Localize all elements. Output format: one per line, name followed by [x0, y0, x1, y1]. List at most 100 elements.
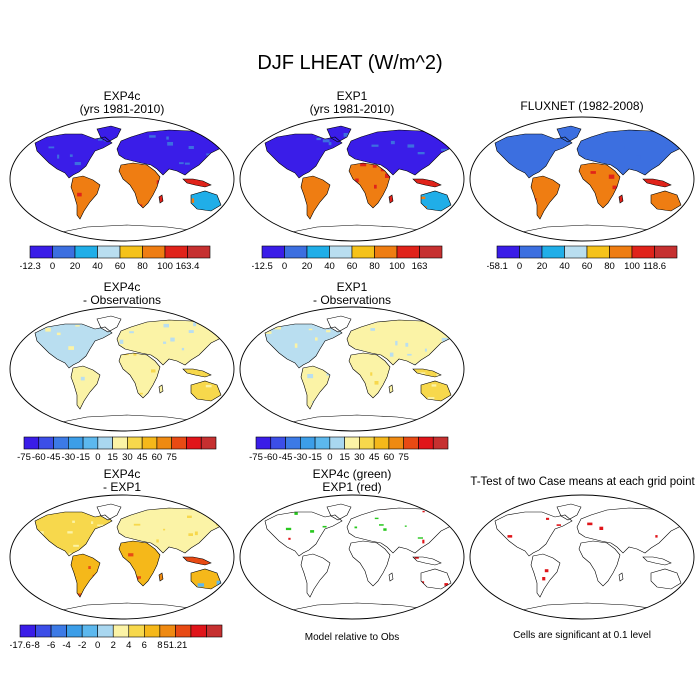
- continent-eurasia: [117, 320, 223, 365]
- colorbar-tick-label: 15: [339, 452, 350, 463]
- panel-title-green-red: EXP4c (green) EXP1 (red): [312, 467, 392, 494]
- colorbar-swatch: [159, 624, 176, 638]
- continent-madagascar: [389, 573, 393, 581]
- continent-australia: [421, 569, 451, 589]
- colorbar-tick-label: 45: [137, 452, 148, 463]
- colorbar-tick-label: 100: [157, 261, 173, 272]
- colorbar-swatch: [142, 245, 166, 259]
- colorbar-tick-label: -12.5: [252, 261, 273, 272]
- continent-africa: [119, 541, 160, 586]
- colorbar-tick-label: -8: [31, 640, 39, 651]
- colorbar-tick-label: 0: [282, 261, 287, 272]
- colorbar-tick-label: 20: [302, 261, 313, 272]
- colorbar-tick-label: 100: [624, 261, 640, 272]
- colorbar-swatch: [53, 436, 69, 450]
- colorbar-tick-label: 45: [369, 452, 380, 463]
- continent-africa: [579, 541, 620, 586]
- colorbar-tick-label: 0: [50, 261, 55, 272]
- continent-seasia: [183, 179, 211, 187]
- colorbar-swatch: [112, 624, 130, 638]
- continent-eurasia: [347, 130, 453, 175]
- continent-australia: [651, 569, 681, 589]
- colorbar-tick-label: 100: [389, 261, 405, 272]
- colorbar-swatch: [432, 436, 449, 450]
- colorbar-tick-label: 20: [70, 261, 81, 272]
- colorbar-tick-label: 30: [122, 452, 133, 463]
- colorbar-swatch: [564, 245, 588, 259]
- colorbar-fluxnet: -58.1 0 20 40 60 80 100 118.6: [487, 245, 678, 272]
- colorbar-swatch: [19, 624, 36, 638]
- colorbar-tick-label: 0: [327, 452, 332, 463]
- colorbar-swatch: [261, 245, 285, 259]
- continent-africa: [119, 163, 160, 208]
- continent-australia: [651, 191, 681, 211]
- map-exp1: [239, 116, 465, 242]
- continent-eurasia: [577, 130, 683, 175]
- continent-australia: [421, 381, 451, 401]
- colorbar-swatch: [285, 436, 301, 450]
- continent-africa: [119, 353, 160, 398]
- colorbar-exp4c-obs: -75 -60 -45 -30 -15 0 15 30 45 60 75: [17, 436, 217, 463]
- continent-africa: [349, 541, 390, 586]
- colorbar-swatch: [373, 436, 390, 450]
- colorbar-swatch: [186, 436, 202, 450]
- map-frame: [469, 494, 695, 620]
- colorbar-tick-label: -12.3: [20, 261, 41, 272]
- colorbar-swatch: [351, 245, 375, 259]
- map-frame: [9, 306, 235, 432]
- continent-seasia: [643, 557, 671, 565]
- colorbar-swatch: [97, 245, 121, 259]
- colorbar-swatch: [396, 245, 420, 259]
- continent-africa: [579, 163, 620, 208]
- colorbar-swatch: [52, 245, 76, 259]
- colorbar-tick-label: -30: [61, 452, 75, 463]
- colorbar-swatch: [68, 436, 84, 450]
- colorbar-tick-label: 51.21: [163, 640, 187, 651]
- colorbar-swatch: [82, 436, 99, 450]
- colorbar-tick-label: -15: [308, 452, 322, 463]
- colorbar-swatch: [344, 436, 360, 450]
- note-significance: Cells are significant at 0.1 level: [513, 630, 651, 641]
- colorbar-tick-label: -45: [47, 452, 61, 463]
- colorbar-tick-label: 40: [559, 261, 570, 272]
- continent-madagascar: [159, 573, 163, 581]
- colorbar-swatch: [38, 436, 54, 450]
- colorbar-swatch: [519, 245, 543, 259]
- colorbar-tick-label: 6: [142, 640, 147, 651]
- colorbar-swatch: [119, 245, 143, 259]
- continent-samerica: [71, 366, 100, 409]
- continent-eurasia: [347, 508, 453, 553]
- colorbar-swatch: [654, 245, 678, 259]
- colorbar-tick-label: -17.6: [10, 640, 31, 651]
- colorbar-tick-label: 80: [604, 261, 615, 272]
- colorbar-tick-label: 80: [369, 261, 380, 272]
- map-green-red: [239, 494, 465, 620]
- colorbar-tick-label: -30: [293, 452, 307, 463]
- colorbar-tick-label: 75: [166, 452, 177, 463]
- map-ttest: [469, 494, 695, 620]
- colorbar-tick-label: 4: [126, 640, 131, 651]
- map-frame: [9, 116, 235, 242]
- colorbar-tick-label: -75: [17, 452, 31, 463]
- map-frame: [239, 306, 465, 432]
- colorbar-tick-label: -75: [249, 452, 263, 463]
- colorbar-tick-label: 40: [92, 261, 103, 272]
- colorbar-swatch: [141, 436, 158, 450]
- colorbar-swatch: [29, 245, 53, 259]
- colorbar-exp1: -12.5 0 20 40 60 80 100 163: [252, 245, 443, 272]
- continent-namerica: [495, 512, 572, 556]
- colorbar-swatch: [164, 245, 188, 259]
- continent-madagascar: [619, 195, 623, 203]
- continent-africa: [349, 353, 390, 398]
- map-frame: [469, 116, 695, 242]
- colorbar-swatch: [156, 436, 172, 450]
- continent-namerica: [35, 134, 112, 178]
- colorbar-swatch: [206, 624, 223, 638]
- continent-eurasia: [117, 130, 223, 175]
- colorbar-swatch: [403, 436, 419, 450]
- continent-eurasia: [577, 508, 683, 553]
- colorbar-tick-label: 60: [347, 261, 358, 272]
- continent-seasia: [183, 369, 211, 377]
- colorbar-tick-label: -2: [78, 640, 86, 651]
- colorbar-swatch: [418, 436, 434, 450]
